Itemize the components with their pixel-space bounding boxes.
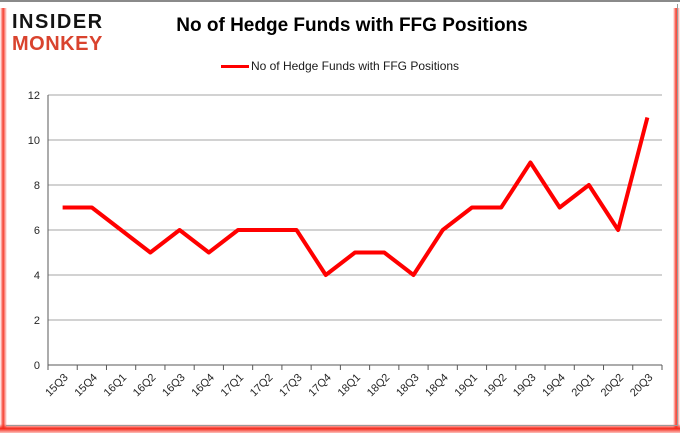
x-tick-label: 16Q1: [102, 372, 130, 400]
x-tick-label: 19Q3: [511, 372, 539, 400]
series-line: [62, 116, 650, 277]
x-tick-label: 20Q1: [570, 372, 598, 400]
x-tick-label: 16Q2: [131, 372, 159, 400]
x-tick-label: 16Q3: [160, 372, 188, 400]
y-tick-label: 6: [34, 225, 40, 237]
logo-text-insider: INSIDER: [12, 11, 104, 33]
y-tick-label: 10: [28, 135, 40, 147]
chart-title: No of Hedge Funds with FFG Positions: [176, 15, 528, 36]
x-tick-label: 20Q3: [628, 372, 656, 400]
x-tick-label: 17Q2: [248, 372, 276, 400]
x-tick-label: 20Q2: [599, 372, 627, 400]
y-tick-label: 0: [34, 360, 40, 372]
y-tick-label: 4: [34, 270, 40, 282]
x-tick-label: 15Q4: [72, 372, 100, 400]
y-tick-label: 2: [34, 315, 40, 327]
x-tick-label: 19Q1: [453, 372, 481, 400]
y-tick-label: 12: [28, 90, 40, 102]
x-tick-label: 18Q2: [365, 372, 393, 400]
legend-label: No of Hedge Funds with FFG Positions: [250, 59, 460, 73]
x-tick-label: 19Q2: [482, 372, 510, 400]
chart-legend: No of Hedge Funds with FFG Positions: [0, 59, 680, 73]
x-tick-label: 18Q3: [394, 372, 422, 400]
x-tick-label: 16Q4: [189, 372, 217, 400]
x-tick-label: 17Q1: [219, 372, 247, 400]
y-tick-label: 8: [34, 180, 40, 192]
legend-line-swatch: [220, 64, 249, 68]
x-tick-label: 19Q4: [540, 372, 568, 400]
x-tick-label: 17Q4: [306, 372, 334, 400]
logo-text-monkey: MONKEY: [12, 33, 103, 55]
x-tick-label: 17Q3: [277, 372, 305, 400]
x-tick-label: 18Q1: [336, 372, 364, 400]
x-tick-label: 15Q3: [43, 372, 71, 400]
insider-monkey-logo: INSIDER MONKEY: [12, 12, 104, 54]
x-tick-label: 18Q4: [423, 372, 451, 400]
